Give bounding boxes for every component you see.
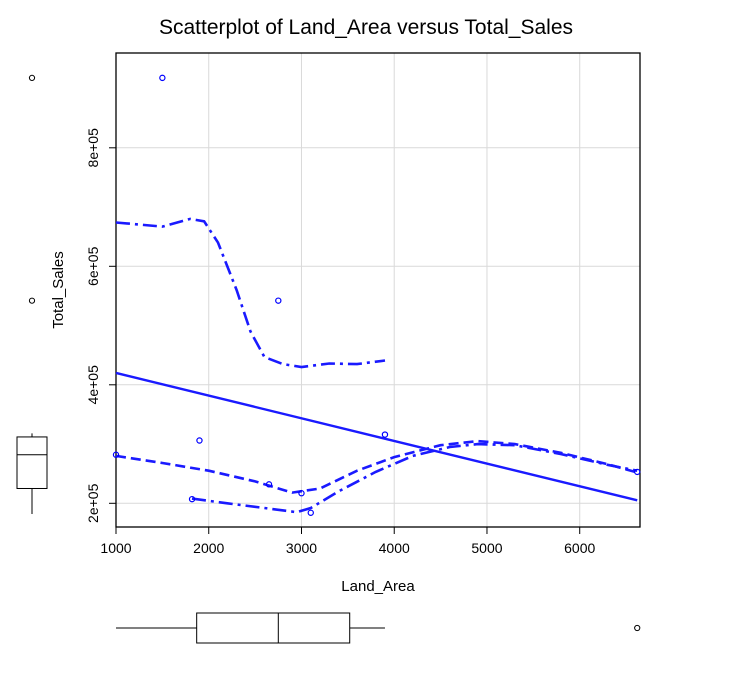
data-point [275,297,282,304]
grid [115,53,640,527]
y-tick-label: 4e+05 [85,365,101,405]
x-box-outlier [634,624,641,632]
data-point [265,481,273,488]
x-tick-label: 1000 [100,540,131,556]
x-tick-label: 4000 [379,540,410,556]
data-points [112,74,641,516]
x-tick-label: 2000 [193,540,224,556]
x-axis: 1000 2000 3000 4000 5000 6000 [100,527,595,556]
data-point [159,74,166,82]
x-box [196,612,351,644]
y-box-outlier [28,297,36,304]
data-point [188,495,196,503]
data-point [307,509,314,516]
y-box-outlier [28,74,36,81]
y-tick-label: 2e+05 [85,483,101,523]
data-point [196,437,203,444]
x-marginal-boxplot [116,612,641,644]
y-tick-label: 6e+05 [85,246,101,286]
plot-area [112,52,641,528]
data-point [381,431,389,438]
regression-line [115,371,638,502]
x-tick-label: 6000 [564,540,595,556]
upper-spread-line [115,217,386,369]
x-axis-label: Land_Area [341,578,415,595]
y-box [16,436,48,489]
smooth-line [115,439,638,494]
x-tick-label: 3000 [286,540,317,556]
y-axis-label: Total_Sales [50,251,67,329]
x-tick-label: 5000 [471,540,502,556]
chart-title: Scatterplot of Land_Area versus Total_Sa… [159,16,573,39]
plot-frame [115,52,641,528]
y-axis: 2e+05 4e+05 6e+05 8e+05 [85,128,116,523]
data-point [298,490,305,497]
data-point [112,451,120,458]
data-point [634,468,641,476]
y-tick-label: 8e+05 [85,128,101,168]
y-marginal-boxplot [16,74,48,514]
